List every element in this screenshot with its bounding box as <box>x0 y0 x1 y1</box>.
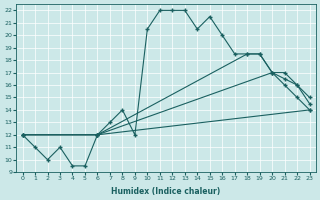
X-axis label: Humidex (Indice chaleur): Humidex (Indice chaleur) <box>111 187 221 196</box>
